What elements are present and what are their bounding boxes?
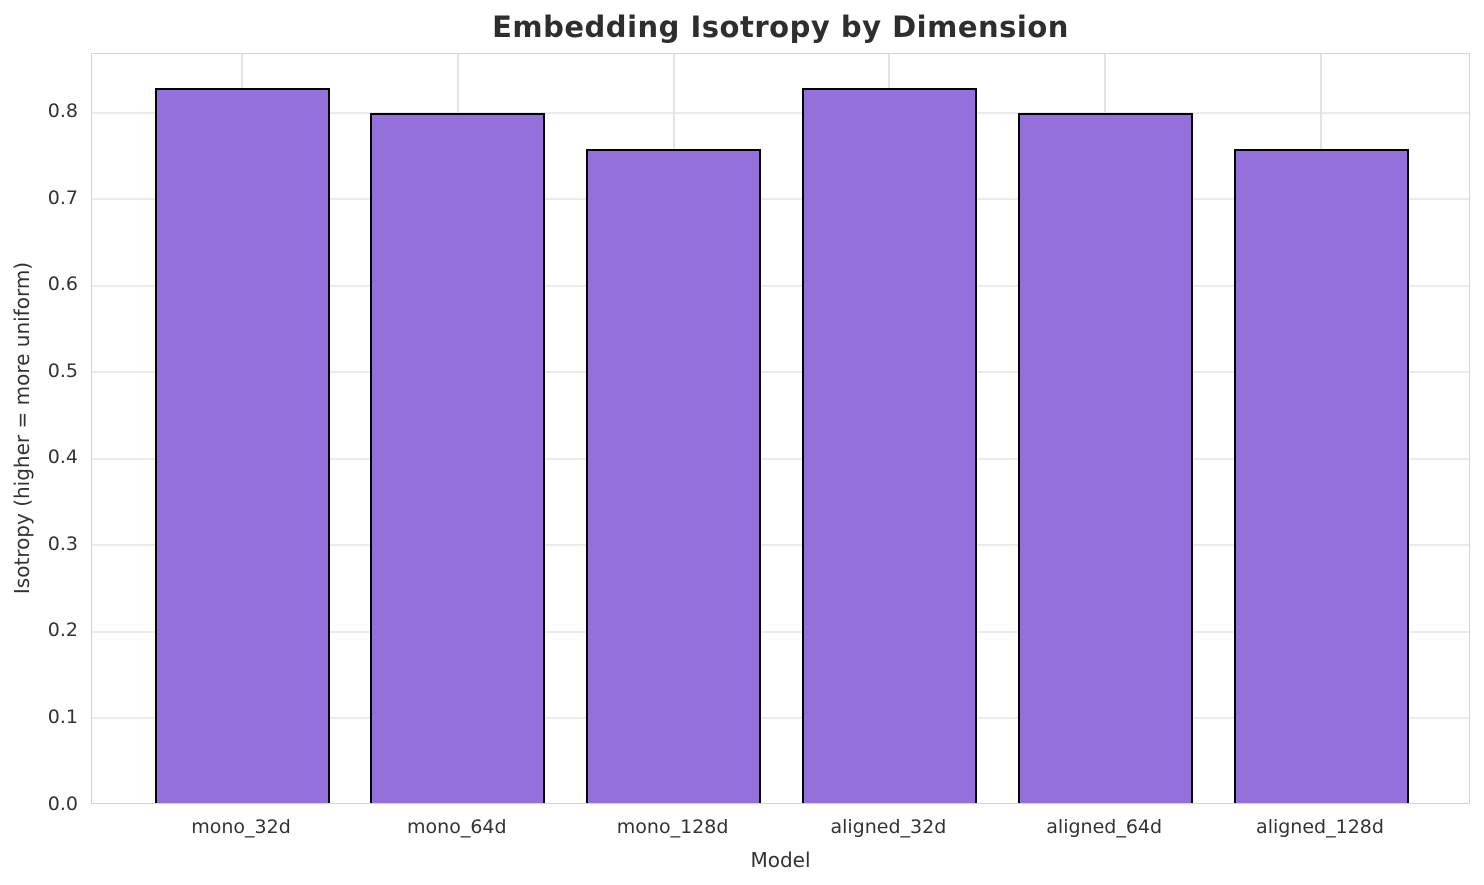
x-tick-label: mono_32d [191,816,291,838]
y-tick-label: 0.3 [47,532,78,555]
chart-title: Embedding Isotropy by Dimension [492,10,1069,44]
y-tick-label: 0.7 [47,186,78,209]
gridline-horizontal [92,717,1469,720]
x-tick-label: mono_128d [616,816,729,838]
x-axis-label: Model [750,848,811,872]
y-tick-label: 0.5 [47,359,78,382]
bar-aligned_32d [801,88,977,803]
bar-aligned_64d [1017,112,1193,803]
gridline-horizontal [92,457,1469,460]
gridline-horizontal [92,630,1469,633]
y-tick-label: 0.4 [47,446,78,469]
gridline-horizontal [92,198,1469,201]
y-tick-label: 0.6 [47,273,78,296]
y-tick-label: 0.8 [47,100,78,123]
y-tick-label: 0.2 [47,619,78,642]
gridline-horizontal [92,371,1469,374]
x-tick-label: aligned_32d [830,816,947,838]
x-tick-label: mono_64d [407,816,507,838]
bar-mono_128d [586,148,762,803]
plot-area [91,53,1470,804]
y-tick-label: 0.0 [47,792,78,815]
gridline-horizontal [92,284,1469,287]
bar-mono_32d [154,88,330,803]
x-tick-label: aligned_128d [1256,816,1384,838]
gridline-horizontal [92,544,1469,547]
gridline-horizontal [92,111,1469,114]
x-tick-label: aligned_64d [1046,816,1163,838]
bar-mono_64d [370,112,546,803]
y-tick-label: 0.1 [47,705,78,728]
bar-aligned_128d [1233,148,1409,803]
